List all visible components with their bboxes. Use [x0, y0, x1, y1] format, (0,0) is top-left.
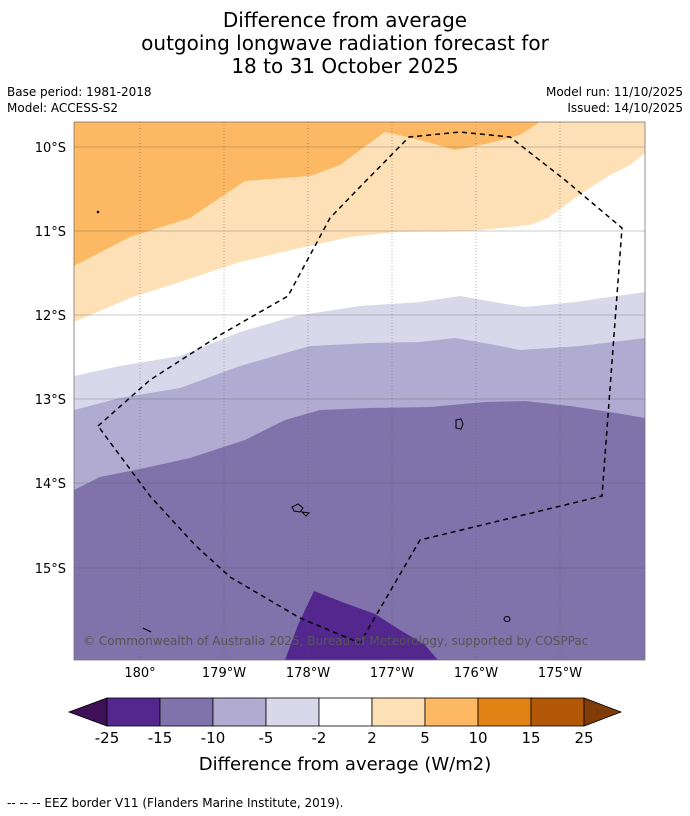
colorbar-segment: [106, 697, 161, 727]
anomaly-contours: [74, 122, 645, 660]
colorbar-tick-label: 2: [367, 729, 377, 747]
colorbar-segment: [265, 697, 320, 727]
base-period: Base period: 1981-2018: [7, 85, 152, 99]
latitude-label: 13°S: [35, 393, 66, 408]
colorbar-arrow-high: [583, 697, 623, 727]
colorbar-segment: [424, 697, 479, 727]
longitude-labels: 180° 179°W 178°W 177°W 176°W 175°W: [124, 666, 582, 681]
band-5-to-10: [74, 122, 540, 266]
eez-border: [96, 131, 623, 644]
latitude-label: 12°S: [35, 309, 66, 324]
longitude-label: 180°: [124, 666, 155, 681]
colorbar-segment: [477, 697, 532, 727]
longitude-label: 176°W: [454, 666, 498, 681]
colorbar-segment: [159, 697, 214, 727]
band-minus-15-to-minus-10: [74, 401, 645, 660]
latitude-labels: 10°S 11°S 12°S 13°S 14°S 15°S: [35, 141, 66, 577]
longitude-label: 178°W: [286, 666, 330, 681]
colorbar-tick-label: -25: [95, 729, 120, 747]
longitude-label: 175°W: [538, 666, 582, 681]
issued-date: Issued: 14/10/2025: [567, 101, 683, 115]
model-run: Model run: 11/10/2025: [545, 85, 683, 99]
colorbar: -25 -15 -10 -5 -2 2 5 10 15 25: [67, 697, 623, 747]
colorbar-arrow-low: [67, 697, 108, 727]
colorbar-tick-label: 10: [468, 729, 487, 747]
latitude-label: 15°S: [35, 562, 66, 577]
colorbar-tick-label: -15: [148, 729, 173, 747]
colorbar-label: Difference from average (W/m2): [199, 754, 491, 775]
colorbar-tick-label: -2: [312, 729, 327, 747]
latitude-label: 11°S: [35, 225, 66, 240]
colorbar-tick-label: -5: [259, 729, 274, 747]
band-minus-25-to-minus-15: [285, 591, 438, 660]
copyright-notice: © Commonwealth of Australia 2025, Bureau…: [83, 634, 588, 648]
model-name: Model: ACCESS-S2: [7, 101, 119, 115]
colorbar-segment: [212, 697, 267, 727]
colorbar-segment: [530, 697, 585, 727]
colorbar-tick-label: 15: [521, 729, 540, 747]
longitude-label: 177°W: [370, 666, 414, 681]
graticule: [74, 122, 645, 660]
colorbar-tick-label: 5: [420, 729, 430, 747]
map-title-line-3: 18 to 31 October 2025: [231, 54, 459, 78]
meta-left: Base period: 1981-2018 Model: ACCESS-S2: [7, 84, 152, 116]
map-title-line-2: outgoing longwave radiation forecast for: [141, 31, 549, 55]
map-title-line-1: Difference from average: [222, 8, 468, 32]
island-shapes: [96, 210, 511, 633]
longitude-label: 179°W: [202, 666, 246, 681]
latitude-label: 14°S: [35, 477, 66, 492]
colorbar-segment: [371, 697, 426, 727]
colorbar-segment: [318, 697, 373, 727]
colorbar-tick-label: 25: [574, 729, 593, 747]
meta-right: Model run: 11/10/2025 Issued: 14/10/2025: [546, 84, 683, 116]
eez-legend-note: -- -- -- EEZ border V11 (Flanders Marine…: [7, 796, 344, 810]
colorbar-tick-label: -10: [201, 729, 226, 747]
latitude-label: 10°S: [35, 141, 66, 156]
